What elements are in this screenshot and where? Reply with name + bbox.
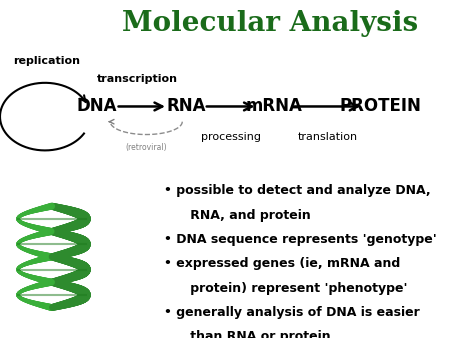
- Text: than RNA or protein: than RNA or protein: [164, 330, 331, 338]
- Text: Molecular Analysis: Molecular Analysis: [122, 10, 418, 37]
- Text: transcription: transcription: [97, 74, 178, 84]
- Text: processing: processing: [201, 132, 261, 142]
- Text: • generally analysis of DNA is easier: • generally analysis of DNA is easier: [164, 306, 420, 319]
- Text: translation: translation: [297, 132, 357, 142]
- Text: • expressed genes (ie, mRNA and: • expressed genes (ie, mRNA and: [164, 257, 400, 270]
- Text: mRNA: mRNA: [246, 97, 303, 116]
- Text: protein) represent 'phenotype': protein) represent 'phenotype': [164, 282, 408, 294]
- Text: (retroviral): (retroviral): [126, 143, 167, 152]
- Text: RNA: RNA: [167, 97, 207, 116]
- Text: RNA, and protein: RNA, and protein: [164, 209, 311, 221]
- Text: • possible to detect and analyze DNA,: • possible to detect and analyze DNA,: [164, 184, 431, 197]
- Text: DNA: DNA: [76, 97, 117, 116]
- Text: replication: replication: [14, 56, 81, 66]
- Text: PROTEIN: PROTEIN: [339, 97, 421, 116]
- Text: • DNA sequence represents 'genotype': • DNA sequence represents 'genotype': [164, 233, 437, 246]
